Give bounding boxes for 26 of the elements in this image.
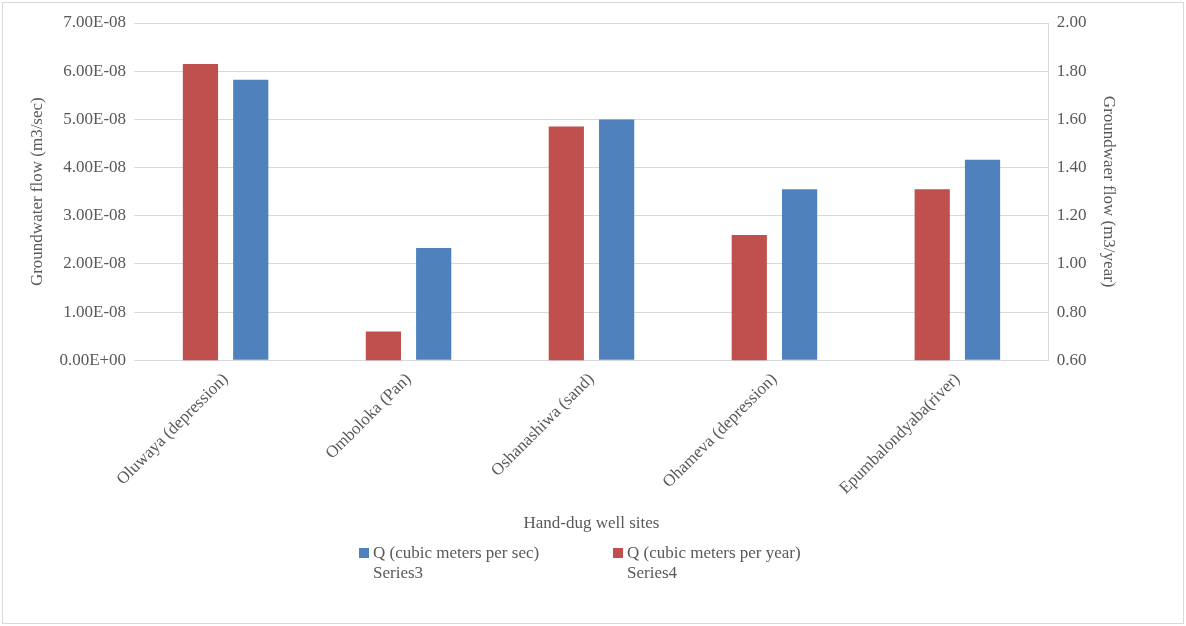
y-tick-label: 2.00E-08 (63, 253, 127, 273)
y2-axis-title: Groundwaer flow (m3/year) (1100, 95, 1120, 288)
bar (233, 79, 269, 360)
y2-tick-label: 2.00 (1056, 12, 1087, 32)
y-tick-label: 4.00E-08 (63, 157, 127, 177)
y2-tick-label: 0.60 (1056, 349, 1087, 369)
y-axis-title: Groundwater flow (m3/sec) (26, 97, 46, 287)
y2-tick-label: 1.60 (1056, 108, 1087, 128)
y-tick-label: 1.00E-08 (63, 301, 127, 321)
y-tick-label: 3.00E-08 (63, 205, 127, 225)
bar (781, 189, 818, 360)
y2-tick-label: 1.00 (1056, 253, 1087, 273)
y2-tick-label: 1.20 (1056, 205, 1087, 225)
x-axis-title: Hand-dug well sites (523, 513, 660, 533)
legend-label: Q (cubic meters per sec) Series3 (373, 543, 541, 583)
y2-tick-label: 1.80 (1056, 60, 1087, 80)
bar (599, 119, 635, 360)
y2-tick-label: 0.80 (1056, 301, 1087, 321)
y2-tick-label: 1.40 (1056, 157, 1087, 177)
bar (964, 159, 1001, 360)
y-tick-label: 6.00E-08 (63, 60, 127, 80)
y-tick-label: 7.00E-08 (63, 12, 127, 32)
legend-label: Q (cubic meters per year) Series4 (627, 543, 802, 583)
bar (416, 248, 452, 360)
y-tick-label: 5.00E-08 (63, 108, 127, 128)
y-tick-label: 0.00E+00 (59, 349, 127, 369)
